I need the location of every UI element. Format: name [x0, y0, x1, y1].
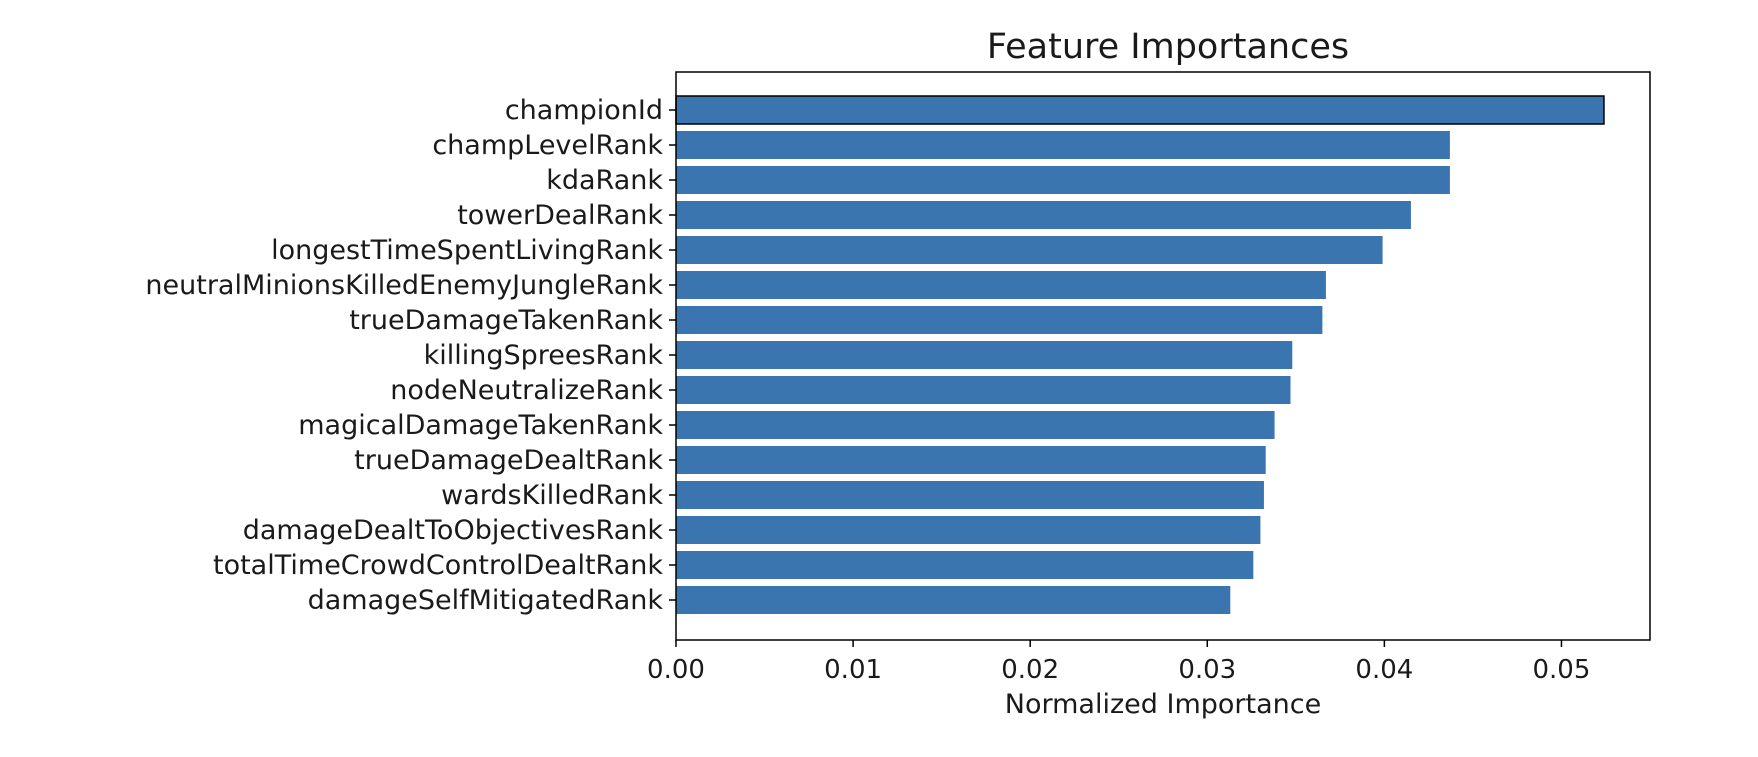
- bar: [676, 551, 1254, 579]
- bar: [676, 376, 1291, 404]
- y-tick-label: wardsKilledRank: [441, 480, 663, 511]
- y-tick-label: trueDamageDealtRank: [354, 445, 663, 476]
- x-tick-label: 0.05: [1533, 655, 1591, 685]
- y-tick-label: nodeNeutralizeRank: [390, 375, 663, 406]
- chart-title: Feature Importances: [987, 27, 1349, 67]
- x-tick-label: 0.01: [824, 655, 882, 685]
- plot-frame: [675, 71, 1651, 641]
- bar: [676, 306, 1323, 334]
- x-axis-ticks: 0.00 0.01 0.02 0.03 0.04 0.05: [647, 640, 1590, 685]
- y-tick-labels: championId champLevelRank kdaRank towerDeal…: [145, 95, 676, 616]
- bar: [676, 166, 1450, 194]
- bar: [675, 95, 1605, 125]
- bar: [676, 586, 1231, 614]
- bar: [676, 481, 1264, 509]
- x-tick-label: 0.02: [1001, 655, 1059, 685]
- y-tick-label: killingSpreesRank: [424, 340, 664, 371]
- bar: [676, 236, 1383, 264]
- bar: [676, 516, 1261, 544]
- bar: [676, 131, 1450, 159]
- y-tick-label: neutralMinionsKilledEnemyJungleRank: [145, 270, 663, 301]
- bars-group: [675, 95, 1605, 614]
- y-tick-label: kdaRank: [546, 165, 663, 196]
- y-tick-label: totalTimeCrowdControlDealtRank: [213, 550, 663, 581]
- y-tick-label: towerDealRank: [457, 200, 663, 231]
- bar: [676, 446, 1266, 474]
- y-tick-label: longestTimeSpentLivingRank: [271, 235, 663, 266]
- bar: [676, 271, 1326, 299]
- y-tick-label: damageSelfMitigatedRank: [308, 585, 664, 616]
- x-tick-label: 0.00: [647, 655, 705, 685]
- y-tick-label: trueDamageTakenRank: [349, 305, 663, 336]
- x-tick-label: 0.04: [1355, 655, 1413, 685]
- y-tick-label: magicalDamageTakenRank: [298, 410, 663, 441]
- y-tick-label: champLevelRank: [432, 130, 663, 161]
- bar: [676, 411, 1275, 439]
- x-axis-label: Normalized Importance: [1005, 689, 1321, 720]
- y-tick-label: damageDealtToObjectivesRank: [243, 515, 664, 546]
- bar: [676, 201, 1411, 229]
- x-tick-label: 0.03: [1178, 655, 1236, 685]
- y-tick-label: championId: [505, 95, 663, 126]
- bar: [676, 341, 1293, 369]
